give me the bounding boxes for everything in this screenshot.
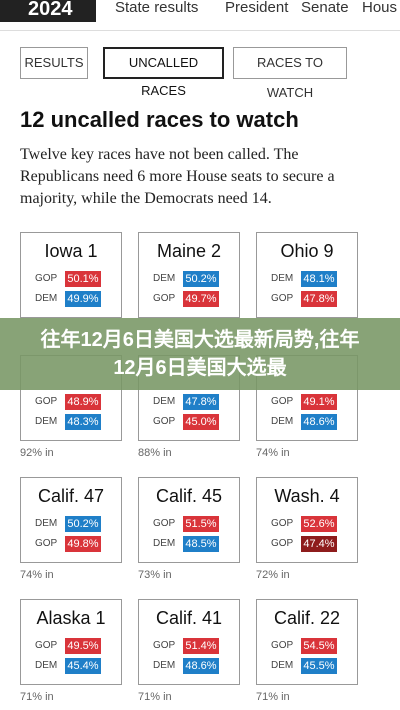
- party-label: DEM: [271, 273, 294, 284]
- race-card[interactable]: Calif. 41 GOP 51.4% DEM 48.6%: [138, 599, 240, 685]
- race-card[interactable]: Iowa 1 GOP 50.1% DEM 49.9%: [20, 232, 122, 318]
- race-name: Alaska 1: [36, 608, 106, 628]
- race-card[interactable]: Calif. 47 DEM 50.2% GOP 49.8%: [20, 477, 122, 563]
- vote-share: 50.1%: [65, 271, 101, 287]
- party-label: DEM: [35, 416, 58, 427]
- reporting: 71% in: [256, 691, 290, 703]
- race-name: Iowa 1: [44, 241, 98, 261]
- vote-share: 48.3%: [65, 414, 101, 430]
- party-label: GOP: [271, 293, 294, 304]
- party-label: GOP: [153, 640, 176, 651]
- party-label: GOP: [153, 416, 176, 427]
- vote-share: 49.8%: [65, 536, 101, 552]
- race-card[interactable]: Wash. 4 GOP 52.6% GOP 47.4%: [256, 477, 358, 563]
- vote-share: 50.2%: [65, 516, 101, 532]
- intro: Twelve key races have not been called. T…: [20, 146, 335, 207]
- vote-share: 51.4%: [183, 638, 219, 654]
- overlay-banner: 往年12月6日美国大选最新局势,往年12月6日美国大选最: [0, 318, 400, 390]
- nav-tab[interactable]: Hous: [362, 0, 398, 16]
- top-nav: 2024 State results President Senate Hous: [0, 0, 400, 31]
- race-name: Calif. 41: [155, 608, 223, 628]
- party-label: GOP: [35, 396, 58, 407]
- reporting: 71% in: [138, 691, 172, 703]
- race-name: Wash. 4: [274, 486, 340, 506]
- party-label: DEM: [153, 273, 176, 284]
- party-label: DEM: [35, 660, 58, 671]
- vote-share: 49.5%: [65, 638, 101, 654]
- nav-tab[interactable]: Senate: [301, 0, 349, 16]
- reporting: 92% in: [20, 447, 54, 459]
- race-card[interactable]: Alaska 1 GOP 49.5% DEM 45.4%: [20, 599, 122, 685]
- party-label: GOP: [153, 293, 176, 304]
- reporting: 88% in: [138, 447, 172, 459]
- vote-share: 48.1%: [301, 271, 337, 287]
- vote-share: 48.6%: [301, 414, 337, 430]
- party-label: DEM: [153, 396, 176, 407]
- race-card[interactable]: DEM 47.8% GOP 45.0%: [138, 355, 240, 441]
- party-label: GOP: [271, 640, 294, 651]
- vote-share: 51.5%: [183, 516, 219, 532]
- race-card[interactable]: Maine 2 DEM 50.2% GOP 49.7%: [138, 232, 240, 318]
- party-label: DEM: [35, 293, 58, 304]
- race-name: Calif. 22: [273, 608, 341, 628]
- nav-tab[interactable]: President: [225, 0, 289, 16]
- vote-share: 45.5%: [301, 658, 337, 674]
- vote-share: 47.4%: [301, 536, 337, 552]
- party-label: GOP: [35, 273, 58, 284]
- race-name: Ohio 9: [280, 241, 334, 261]
- race-card[interactable]: Calif. 22 GOP 54.5% DEM 45.5%: [256, 599, 358, 685]
- party-label: GOP: [271, 538, 294, 549]
- reporting: 71% in: [20, 691, 54, 703]
- vote-share: 48.5%: [183, 536, 219, 552]
- party-label: DEM: [271, 660, 294, 671]
- heading: 12 uncalled races to watch: [20, 107, 299, 132]
- tab-button[interactable]: RACES TO WATCH: [233, 47, 347, 100]
- vote-share: 45.4%: [65, 658, 101, 674]
- vote-share: 52.6%: [301, 516, 337, 532]
- vote-share: 49.7%: [183, 291, 219, 307]
- party-label: DEM: [271, 416, 294, 427]
- tab-button[interactable]: RESULTS: [20, 47, 88, 79]
- party-label: GOP: [35, 640, 58, 651]
- reporting: 74% in: [256, 447, 290, 459]
- party-label: GOP: [271, 518, 294, 529]
- party-label: GOP: [153, 518, 176, 529]
- race-name: Calif. 47: [37, 486, 105, 506]
- nav-tab[interactable]: State results: [115, 0, 199, 16]
- vote-share: 49.1%: [301, 394, 337, 410]
- reporting: 74% in: [20, 569, 54, 581]
- party-label: DEM: [35, 518, 58, 529]
- party-label: GOP: [271, 396, 294, 407]
- logo[interactable]: 2024: [0, 0, 96, 22]
- party-label: DEM: [153, 538, 176, 549]
- race-name: Maine 2: [156, 241, 222, 261]
- race-card[interactable]: GOP 48.9% DEM 48.3%: [20, 355, 122, 441]
- reporting: 73% in: [138, 569, 172, 581]
- vote-share: 47.8%: [301, 291, 337, 307]
- race-name: Calif. 45: [155, 486, 223, 506]
- vote-share: 54.5%: [301, 638, 337, 654]
- vote-share: 48.9%: [65, 394, 101, 410]
- party-label: DEM: [153, 660, 176, 671]
- vote-share: 49.9%: [65, 291, 101, 307]
- race-card[interactable]: Ohio 9 DEM 48.1% GOP 47.8%: [256, 232, 358, 318]
- vote-share: 48.6%: [183, 658, 219, 674]
- reporting: 72% in: [256, 569, 290, 581]
- party-label: GOP: [35, 538, 58, 549]
- vote-share: 50.2%: [183, 271, 219, 287]
- race-card[interactable]: Calif. 45 GOP 51.5% DEM 48.5%: [138, 477, 240, 563]
- tab-button[interactable]: UNCALLED RACES: [103, 47, 224, 98]
- vote-share: 47.8%: [183, 394, 219, 410]
- vote-share: 45.0%: [183, 414, 219, 430]
